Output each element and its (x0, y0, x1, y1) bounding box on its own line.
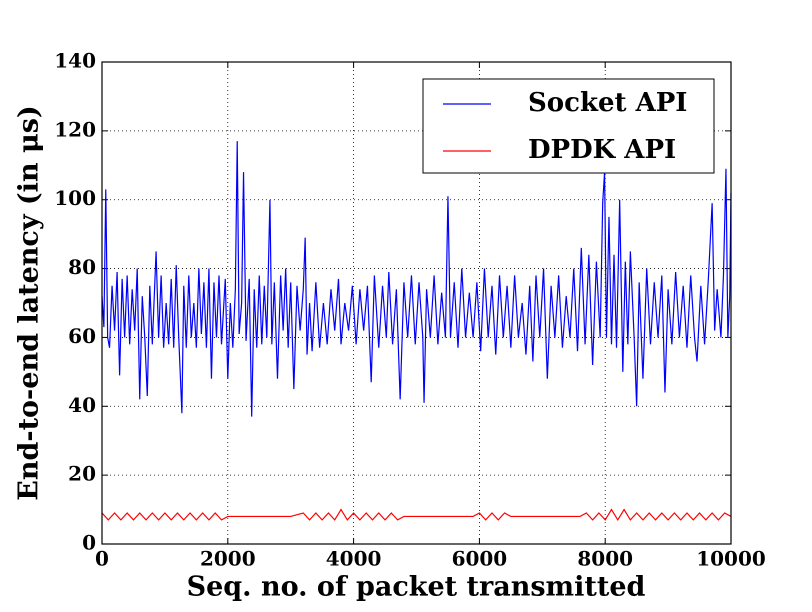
x-axis-label: Seq. no. of packet transmitted (187, 572, 646, 603)
series-line (101, 508, 732, 522)
x-tick-label: 6000 (452, 547, 508, 571)
x-tick-label: 10000 (696, 547, 766, 571)
plot-frame (101, 61, 732, 545)
legend-label: Socket API (528, 88, 687, 118)
x-tick-label: 0 (95, 547, 109, 571)
x-tick-label: 2000 (200, 547, 256, 571)
y-tick-label: 20 (68, 462, 96, 486)
y-tick-label: 80 (68, 255, 96, 279)
y-tick-label: 40 (68, 393, 96, 417)
y-tick-label: 0 (82, 531, 96, 555)
legend-box (422, 78, 715, 174)
y-tick-label: 140 (54, 49, 96, 73)
x-tick-label: 4000 (326, 547, 382, 571)
y-axis-label: End-to-end latency (in μs) (14, 105, 45, 500)
x-tick-label: 8000 (577, 547, 633, 571)
y-tick-label: 120 (54, 117, 96, 141)
y-tick-label: 60 (68, 324, 96, 348)
legend-label: DPDK API (528, 135, 676, 165)
series-line (101, 141, 732, 417)
y-tick-label: 100 (54, 186, 96, 210)
